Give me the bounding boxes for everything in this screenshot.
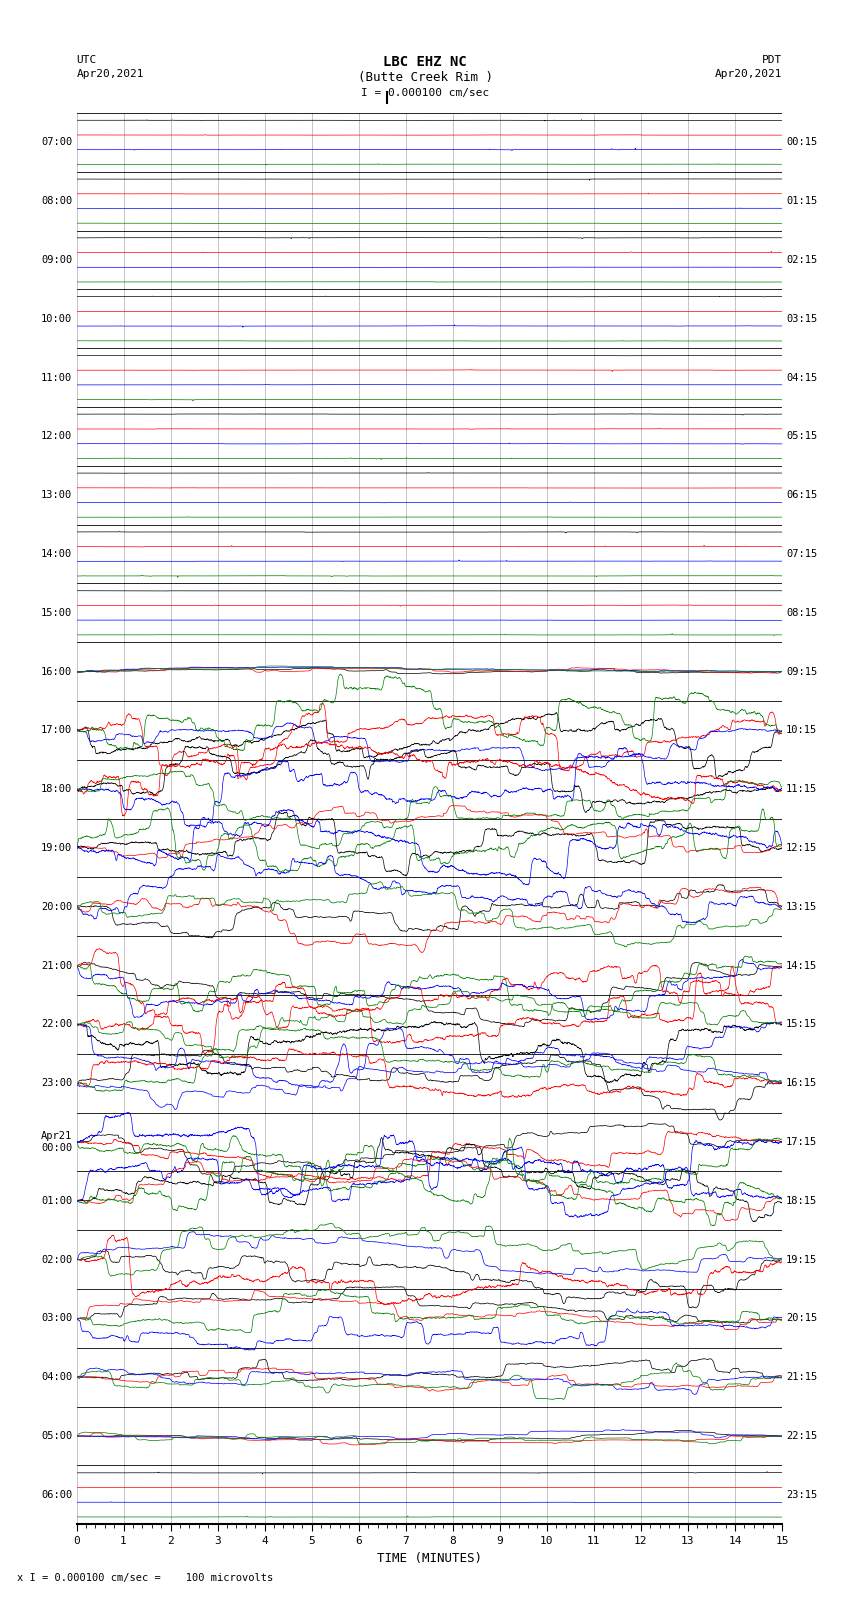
Text: I = 0.000100 cm/sec: I = 0.000100 cm/sec xyxy=(361,89,489,98)
Text: LBC EHZ NC: LBC EHZ NC xyxy=(383,55,467,69)
Text: Apr20,2021: Apr20,2021 xyxy=(715,69,782,79)
Text: PDT: PDT xyxy=(762,55,782,65)
X-axis label: TIME (MINUTES): TIME (MINUTES) xyxy=(377,1552,482,1565)
Text: UTC: UTC xyxy=(76,55,97,65)
Text: x I = 0.000100 cm/sec =    100 microvolts: x I = 0.000100 cm/sec = 100 microvolts xyxy=(17,1573,273,1582)
Text: (Butte Creek Rim ): (Butte Creek Rim ) xyxy=(358,71,492,84)
Text: Apr20,2021: Apr20,2021 xyxy=(76,69,144,79)
